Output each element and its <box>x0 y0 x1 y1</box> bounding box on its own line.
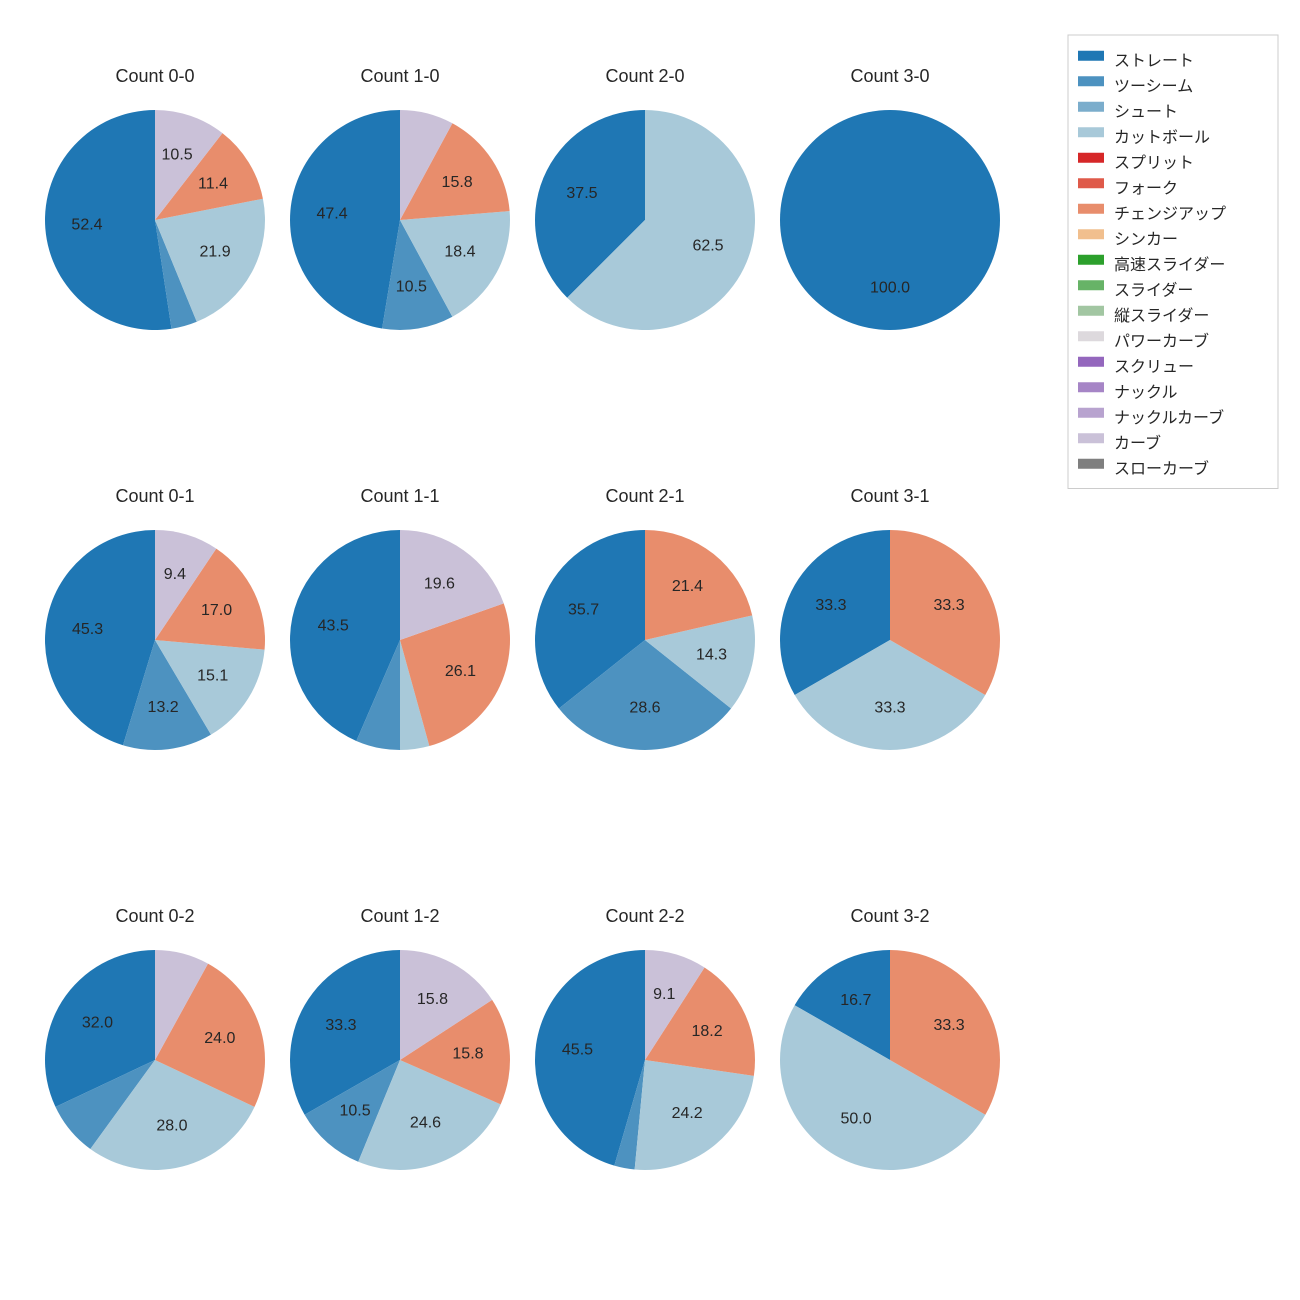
legend-swatch <box>1078 127 1104 137</box>
pie-slice-label: 15.8 <box>442 174 473 191</box>
legend-label: スクリュー <box>1114 358 1194 376</box>
legend-label: 縦スライダー <box>1114 307 1209 325</box>
legend-label: スローカーブ <box>1114 459 1209 478</box>
pie-slice-label: 21.4 <box>672 578 703 595</box>
legend-label: スライダー <box>1114 281 1193 299</box>
pie-slice-label: 32.0 <box>82 1015 113 1032</box>
legend-label: フォーク <box>1114 179 1178 197</box>
pie-slice-label: 33.3 <box>933 597 964 614</box>
pie-slice-label: 17.0 <box>201 602 232 619</box>
pie-title: Count 0-1 <box>115 486 194 506</box>
pie-title: Count 3-2 <box>850 906 929 926</box>
pie-title: Count 2-2 <box>605 906 684 926</box>
pie-slice-label: 26.1 <box>445 663 476 680</box>
legend-swatch <box>1078 229 1104 239</box>
legend-label: ストレート <box>1114 53 1194 70</box>
pie-slice-label: 33.3 <box>815 597 846 614</box>
pie-title: Count 0-0 <box>115 66 194 86</box>
pie-slice-label: 19.6 <box>424 576 455 593</box>
pie-slice <box>780 110 1000 330</box>
legend-swatch <box>1078 204 1104 214</box>
legend-swatch <box>1078 382 1104 392</box>
pie-slice-label: 28.0 <box>156 1117 187 1134</box>
pie-slice-label: 45.5 <box>562 1042 593 1059</box>
pie-title: Count 1-1 <box>360 486 439 506</box>
pie-title: Count 3-0 <box>850 66 929 86</box>
pie-slice-label: 62.5 <box>692 237 723 254</box>
pie-slice-label: 13.2 <box>148 699 179 716</box>
pie-slice-label: 9.4 <box>164 566 186 583</box>
pie-slice-label: 15.8 <box>452 1046 483 1063</box>
legend-label: ナックル <box>1114 383 1178 401</box>
pie-slice-label: 24.2 <box>672 1105 703 1122</box>
legend: ストレートツーシームシュートカットボールスプリットフォークチェンジアップシンカー… <box>1068 35 1278 489</box>
pie-slice-label: 50.0 <box>840 1110 871 1127</box>
pie-slice-label: 11.4 <box>198 175 228 192</box>
pie-slice-label: 35.7 <box>568 602 599 619</box>
pie-slice-label: 33.3 <box>874 699 905 716</box>
pie-slice-label: 52.4 <box>71 216 102 233</box>
pie-slice-label: 9.1 <box>653 986 675 1003</box>
legend-label: パワーカーブ <box>1114 331 1209 350</box>
pie-slice-label: 10.5 <box>339 1103 370 1120</box>
legend-swatch <box>1078 255 1104 265</box>
figure-svg: Count 0-0 52.4 21.9 11.4 10.5 Count 1-0 47.4 10… <box>0 0 1300 1300</box>
legend-swatch <box>1078 178 1104 188</box>
legend-swatch <box>1078 433 1104 443</box>
legend-swatch <box>1078 102 1104 112</box>
legend-swatch <box>1078 331 1104 341</box>
legend-swatch <box>1078 306 1104 316</box>
pie-slice-label: 21.9 <box>200 244 231 261</box>
pie-slice-label: 33.3 <box>933 1017 964 1034</box>
pie-slice-label: 15.8 <box>417 991 448 1008</box>
pie-title: Count 1-2 <box>360 906 439 926</box>
legend-swatch <box>1078 153 1104 163</box>
legend-swatch <box>1078 280 1104 290</box>
pie-title: Count 0-2 <box>115 906 194 926</box>
legend-swatch <box>1078 357 1104 367</box>
pie-slice-label: 100.0 <box>870 279 910 296</box>
legend-swatch <box>1078 459 1104 469</box>
pie-title: Count 1-0 <box>360 66 439 86</box>
pie-slice-label: 18.2 <box>691 1023 722 1040</box>
pie-slice-label: 33.3 <box>325 1017 356 1034</box>
pie-slice-label: 10.5 <box>162 147 193 164</box>
pie-slice-label: 16.7 <box>840 992 871 1009</box>
legend-label: チェンジアップ <box>1114 205 1226 223</box>
pie-title: Count 3-1 <box>850 486 929 506</box>
pie-slice-label: 47.4 <box>316 206 347 223</box>
pie-slice-label: 10.5 <box>396 278 427 295</box>
legend-label: 高速スライダー <box>1114 256 1225 274</box>
legend-label: ツーシーム <box>1114 78 1193 95</box>
pie-slice-label: 24.6 <box>410 1114 441 1131</box>
legend-label: ナックルカーブ <box>1114 408 1224 427</box>
pie-title: Count 2-1 <box>605 486 684 506</box>
legend-swatch <box>1078 76 1104 86</box>
legend-label: シュート <box>1114 104 1178 121</box>
legend-label: カーブ <box>1114 433 1161 452</box>
pie-slice-label: 24.0 <box>204 1030 235 1047</box>
pie-slice-label: 37.5 <box>566 185 597 202</box>
legend-label: カットボール <box>1114 128 1210 146</box>
pie-slice-label: 28.6 <box>629 699 660 716</box>
pie-slice-label: 15.1 <box>197 668 228 685</box>
legend-label: スプリット <box>1114 154 1194 172</box>
legend-label: シンカー <box>1114 231 1178 248</box>
pie-slice-label: 45.3 <box>72 621 103 638</box>
pie-title: Count 2-0 <box>605 66 684 86</box>
pie-slice-label: 14.3 <box>696 646 727 663</box>
legend-swatch <box>1078 51 1104 61</box>
chart-root: Count 0-0 52.4 21.9 11.4 10.5 Count 1-0 47.4 10… <box>0 0 1300 1300</box>
pie-slice-label: 18.4 <box>444 244 475 261</box>
legend-swatch <box>1078 408 1104 418</box>
pie-slice-label: 43.5 <box>318 617 349 634</box>
